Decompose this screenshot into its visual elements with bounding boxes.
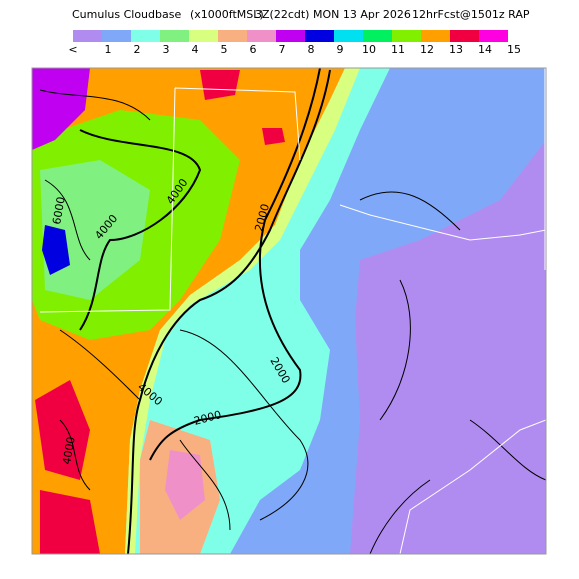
legend-swatch: [450, 30, 479, 42]
legend-label: 9: [337, 43, 344, 56]
legend-label: 2: [134, 43, 141, 56]
legend-swatch: [392, 30, 421, 42]
legend-swatch: [73, 30, 102, 42]
legend-swatch: [218, 30, 247, 42]
legend-label: 7: [279, 43, 286, 56]
legend-swatch: [363, 30, 392, 42]
legend-label: 12: [420, 43, 434, 56]
contour: [79, 129, 202, 331]
units: (x1000ftMSL): [190, 8, 264, 21]
legend-label: 15: [507, 43, 521, 56]
legend-swatch: [189, 30, 218, 42]
legend-swatch: [247, 30, 276, 42]
contour-label: 4000: [60, 436, 78, 466]
legend-label: 11: [391, 43, 405, 56]
legend-label: 14: [478, 43, 492, 56]
region-red: [200, 70, 240, 100]
contour: [39, 89, 546, 554]
legend-label: 10: [362, 43, 376, 56]
legend-label: 1: [105, 43, 112, 56]
region-blue-dark: [42, 225, 70, 275]
legend-swatch: [131, 30, 160, 42]
legend-label: 3: [163, 43, 170, 56]
region-red: [40, 490, 100, 554]
title: Cumulus Cloudbase: [72, 8, 181, 21]
contour: [127, 69, 331, 554]
legend-swatch: [334, 30, 363, 42]
forecast: 12hrFcst@1501z RAP: [412, 8, 530, 21]
valid-time: 3Z(22cdt) MON 13 Apr 2026: [255, 8, 411, 21]
legend-label: <: [68, 43, 77, 56]
front-band: [125, 68, 360, 554]
legend-swatch: [276, 30, 305, 42]
legend-swatch: [102, 30, 131, 42]
region-red: [35, 380, 90, 480]
legend-swatch: [305, 30, 334, 42]
legend-label: 5: [221, 43, 228, 56]
contour-label: 6000: [50, 196, 68, 226]
legend-label: 13: [449, 43, 463, 56]
legend-label: 4: [192, 43, 199, 56]
region-pink: [165, 450, 205, 520]
legend-swatch: [160, 30, 189, 42]
region-red: [262, 128, 285, 145]
contour: [149, 68, 321, 461]
legend: <1 2 3 4 5 6 7 8 9 10 11 12 13 14 15: [68, 30, 521, 56]
map: 6000 4000 4000 2000 2000 4000 2000 4000: [32, 68, 546, 554]
region-purple: [32, 68, 90, 150]
legend-label: 6: [250, 43, 257, 56]
map-frame: [31, 67, 547, 555]
legend-swatch: [421, 30, 450, 42]
legend-swatch: [479, 30, 508, 42]
border: [39, 68, 546, 554]
legend-label: 8: [308, 43, 315, 56]
